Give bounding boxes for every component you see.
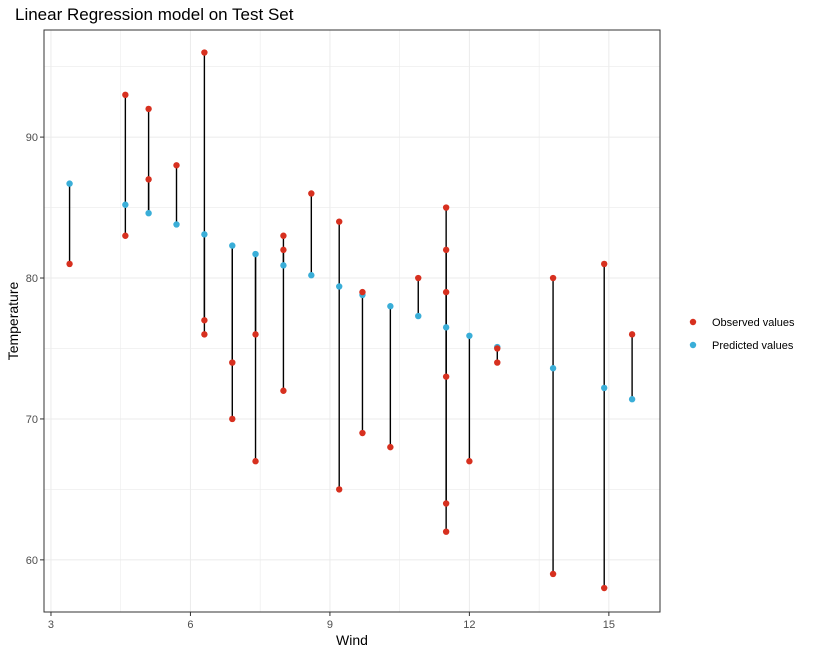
observed-point [229,415,236,423]
observed-point [201,331,208,338]
residual-segments [68,52,633,589]
observed-point [229,359,236,366]
y-tick-label: 60 [26,555,38,567]
predicted-point [549,365,557,372]
observed-point [442,204,450,211]
x-tick-label: 9 [327,619,333,631]
y-tick-label: 70 [26,414,38,426]
predicted-point [252,250,259,258]
observed-point [252,331,259,338]
observed-point [173,162,180,169]
observed-point [601,584,608,592]
predicted-point [387,303,394,310]
y-axis-ticks: 60 70 80 90 [26,132,44,567]
predicted-point [442,324,450,331]
y-axis-title: Temperature [5,281,21,360]
x-tick-label: 15 [603,619,615,631]
observed-point [280,387,287,394]
observed-point [549,274,557,282]
plot-panel [44,30,660,612]
x-tick-label: 12 [463,619,475,631]
observed-point [442,288,450,296]
observed-point [442,373,450,380]
predicted-point [308,272,315,279]
chart-title: Linear Regression model on Test Set [15,5,294,24]
grid [44,30,660,612]
observed-point [415,274,422,282]
legend-key-observed [689,318,697,326]
y-tick-label: 90 [26,132,38,144]
predicted-point [173,221,180,228]
observed-point [280,246,287,254]
plot-border [43,29,661,613]
observed-point [387,443,394,451]
observed-point [601,260,608,268]
observed-point [145,105,152,113]
observed-point [145,176,152,183]
observed-point [442,246,450,254]
y-tick-label: 80 [26,273,38,285]
observed-point [442,528,450,535]
predicted-point [336,283,343,290]
x-tick-label: 6 [187,619,193,631]
predicted-point [628,396,636,403]
legend-key-predicted [689,341,697,349]
observed-point [66,260,73,268]
predicted-point [601,384,608,392]
observed-point [336,218,343,225]
observed-point [628,331,636,338]
x-axis-title: Wind [336,632,368,648]
observed-point [201,317,208,324]
predicted-point [280,262,287,269]
predicted-point [229,242,236,249]
observed-point [549,570,557,578]
observed-point [122,91,129,99]
x-tick-label: 3 [48,619,54,631]
legend-label-observed: Observed values [712,317,795,329]
predicted-point [66,180,73,187]
data-points [66,49,636,592]
legend: Observed values Predicted values [689,317,795,352]
observed-point [336,486,343,493]
predicted-point [145,209,152,217]
predicted-point [201,231,208,238]
observed-point [494,359,501,366]
x-axis-ticks: 3 6 9 12 15 [48,612,615,631]
observed-point [359,429,366,437]
observed-point [280,232,287,239]
observed-point [494,345,501,352]
predicted-point [415,312,422,320]
predicted-point [466,332,473,339]
observed-point [308,190,315,197]
observed-point [466,458,473,465]
legend-label-predicted: Predicted values [712,340,794,352]
observed-point [252,458,259,465]
observed-point [201,49,208,56]
predicted-point [122,201,129,208]
observed-point [442,500,450,507]
observed-point [122,232,129,239]
observed-point [359,288,366,296]
